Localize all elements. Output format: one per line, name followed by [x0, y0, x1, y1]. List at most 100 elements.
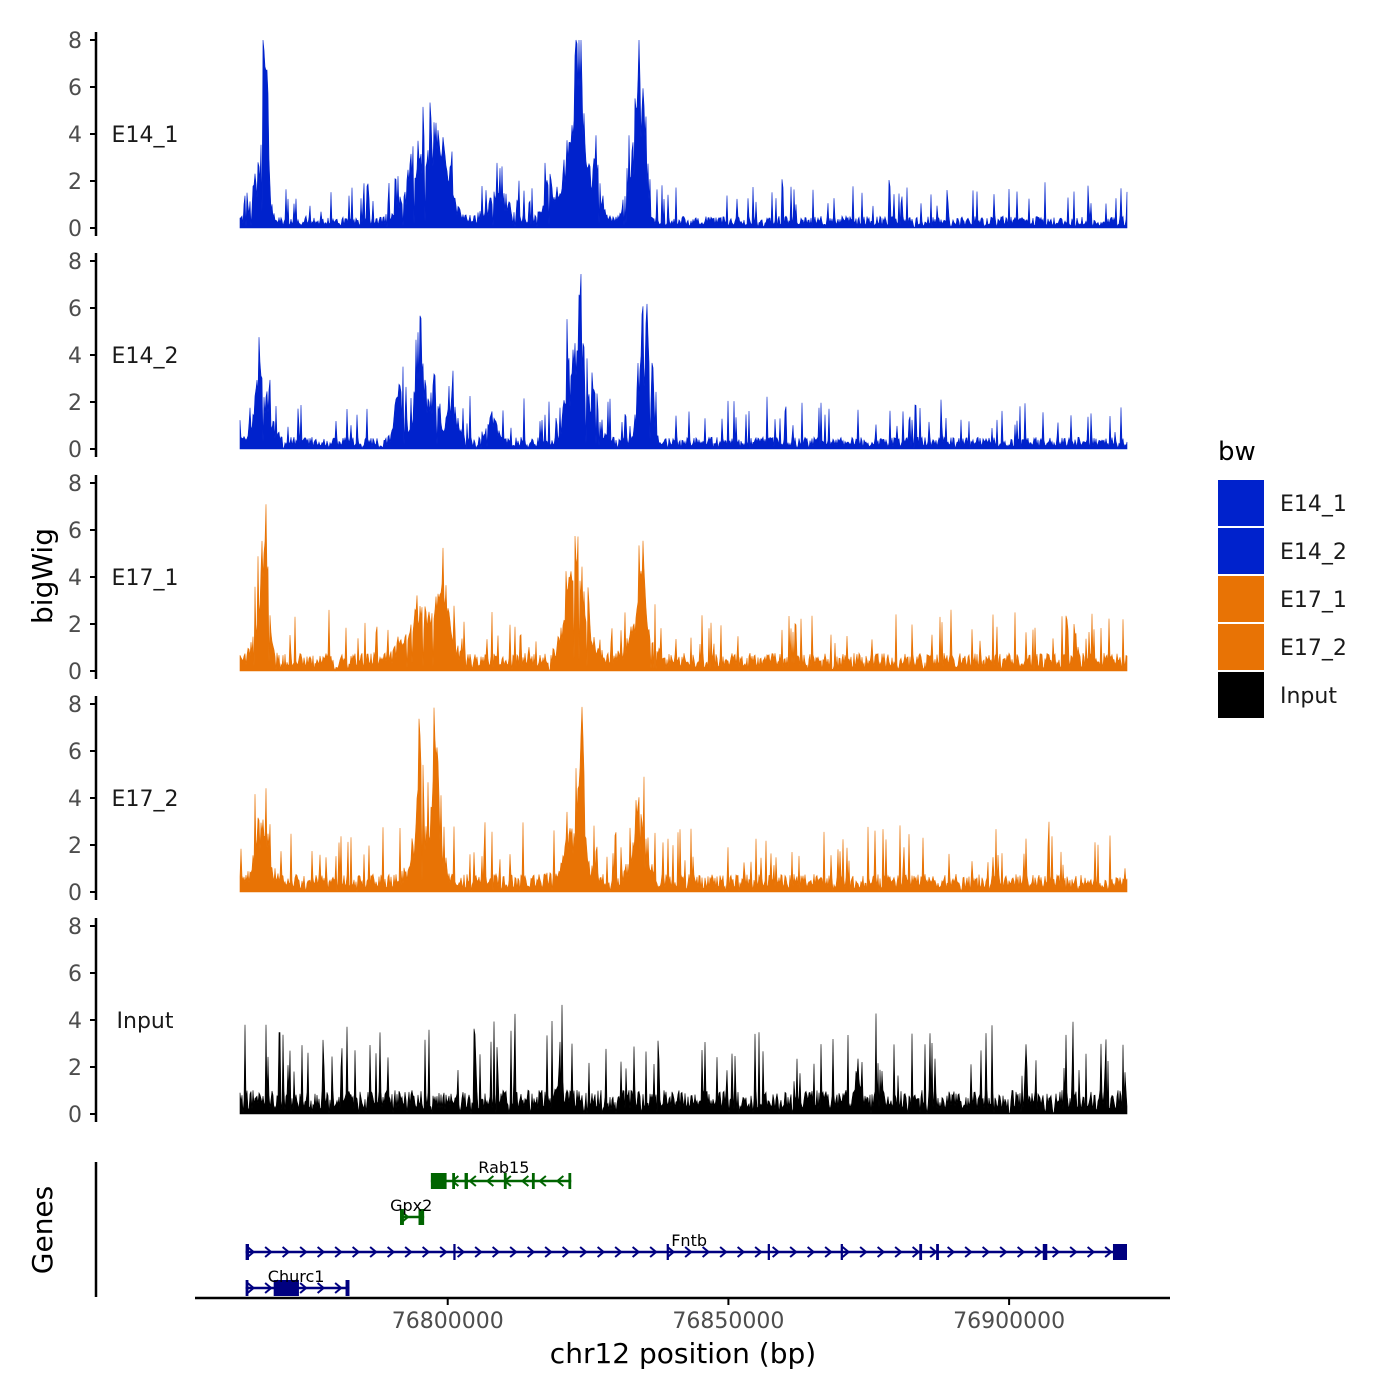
strand-chevron [859, 1246, 868, 1258]
strand-chevron [369, 1246, 378, 1258]
y-tick-label: 0 [68, 438, 82, 463]
gene-label-Gpx2: Gpx2 [390, 1196, 432, 1215]
strand-chevron [468, 1175, 477, 1187]
gene-Rab15: Rab15 [430, 1158, 572, 1189]
strand-chevron [1051, 1246, 1061, 1258]
track-label-E14_1: E14_1 [112, 123, 179, 148]
track-label-E17_1: E17_1 [112, 566, 179, 591]
strand-chevron [386, 1246, 396, 1258]
strand-chevron [614, 1246, 623, 1258]
strand-chevron [981, 1246, 991, 1258]
strand-chevron [946, 1246, 956, 1258]
y-tick-label: 8 [68, 29, 82, 54]
x-axis-title: chr12 position (bp) [550, 1337, 816, 1370]
strand-chevron [649, 1246, 658, 1258]
strand-chevron [439, 1246, 448, 1258]
strand-chevron [929, 1246, 938, 1258]
strand-chevron [334, 1282, 343, 1294]
gene-exon [453, 1244, 456, 1260]
strand-chevron [264, 1282, 273, 1294]
strand-chevron [806, 1246, 816, 1258]
coverage-area-E17_1 [239, 504, 1128, 672]
strand-chevron [1069, 1246, 1078, 1258]
x-tick-label: 76850000 [672, 1309, 784, 1334]
strand-chevron [894, 1246, 903, 1258]
y-tick-label: 6 [68, 962, 82, 987]
gene-exon [568, 1173, 572, 1189]
y-tick-label: 2 [68, 170, 82, 195]
strand-chevron [684, 1246, 693, 1258]
strand-chevron [754, 1246, 763, 1258]
gene-exon [345, 1280, 350, 1296]
strand-chevron [485, 1175, 495, 1187]
track-label-Input: Input [117, 1009, 174, 1034]
y-tick-label: 4 [68, 123, 82, 148]
y-tick-label: 4 [68, 344, 82, 369]
y-tick-label: 4 [68, 787, 82, 812]
gene-exon [1042, 1244, 1048, 1260]
y-tick-label: 2 [68, 834, 82, 859]
legend-key-E17_1 [1218, 576, 1264, 622]
coverage-area-E14_1 [239, 39, 1128, 229]
track-E14_1: 0 2 4 6 8 E14_1 [68, 29, 1128, 242]
strand-chevron [281, 1246, 291, 1258]
gene-exon [273, 1280, 299, 1296]
gene-Churc1: Churc1 [245, 1267, 350, 1296]
strand-chevron [421, 1246, 431, 1258]
strand-chevron [520, 1175, 530, 1187]
y-tick-label: 2 [68, 391, 82, 416]
legend-label-E17_1: E17_1 [1280, 588, 1347, 613]
strand-chevron [596, 1246, 606, 1258]
x-tick-label: 76800000 [392, 1309, 504, 1334]
strand-chevron [351, 1246, 361, 1258]
strand-chevron [841, 1246, 851, 1258]
strand-chevron [526, 1246, 536, 1258]
y-tick-label: 6 [68, 297, 82, 322]
gene-exon [399, 1209, 404, 1225]
strand-chevron [555, 1175, 565, 1187]
gene-Gpx2: Gpx2 [390, 1196, 432, 1225]
track-label-E17_2: E17_2 [112, 787, 179, 812]
strand-chevron [316, 1246, 326, 1258]
gene-Fntb: Fntb [245, 1231, 1127, 1260]
gene-exon [430, 1173, 447, 1189]
strand-chevron [579, 1246, 588, 1258]
gene-exon [936, 1244, 939, 1260]
coverage-area-E17_2 [239, 706, 1128, 893]
strand-chevron [544, 1246, 553, 1258]
y-axis-title: bigWig [26, 528, 59, 624]
y-tick-label: 0 [68, 881, 82, 906]
legend-key-E14_2 [1218, 528, 1264, 574]
y-tick-label: 8 [68, 250, 82, 275]
gene-exon [531, 1173, 535, 1189]
track-Input: 0 2 4 6 8 Input [68, 915, 1128, 1128]
legend-title: bw [1218, 437, 1256, 467]
strand-chevron [736, 1246, 746, 1258]
legend-label-Input: Input [1280, 684, 1337, 709]
strand-chevron [404, 1246, 413, 1258]
gene-exon [245, 1280, 249, 1296]
y-tick-label: 8 [68, 915, 82, 940]
strand-chevron [316, 1282, 326, 1294]
legend-key-Input [1218, 672, 1264, 718]
strand-chevron [824, 1246, 833, 1258]
strand-chevron [246, 1246, 256, 1258]
gene-exon [840, 1244, 843, 1260]
strand-chevron [538, 1175, 547, 1187]
gene-exon [767, 1244, 770, 1260]
strand-chevron [401, 1211, 410, 1223]
x-tick-label: 76900000 [953, 1309, 1065, 1334]
gene-exon [1112, 1244, 1127, 1260]
strand-chevron [631, 1246, 641, 1258]
strand-chevron [701, 1246, 711, 1258]
strand-chevron [911, 1246, 921, 1258]
strand-chevron [666, 1246, 676, 1258]
coverage-area-Input [239, 1004, 1128, 1115]
legend-key-E14_1 [1218, 480, 1264, 526]
strand-chevron [719, 1246, 728, 1258]
track-E14_2: 0 2 4 6 8 E14_2 [68, 250, 1128, 463]
strand-chevron [1104, 1246, 1113, 1258]
y-tick-label: 6 [68, 519, 82, 544]
y-tick-label: 6 [68, 76, 82, 101]
